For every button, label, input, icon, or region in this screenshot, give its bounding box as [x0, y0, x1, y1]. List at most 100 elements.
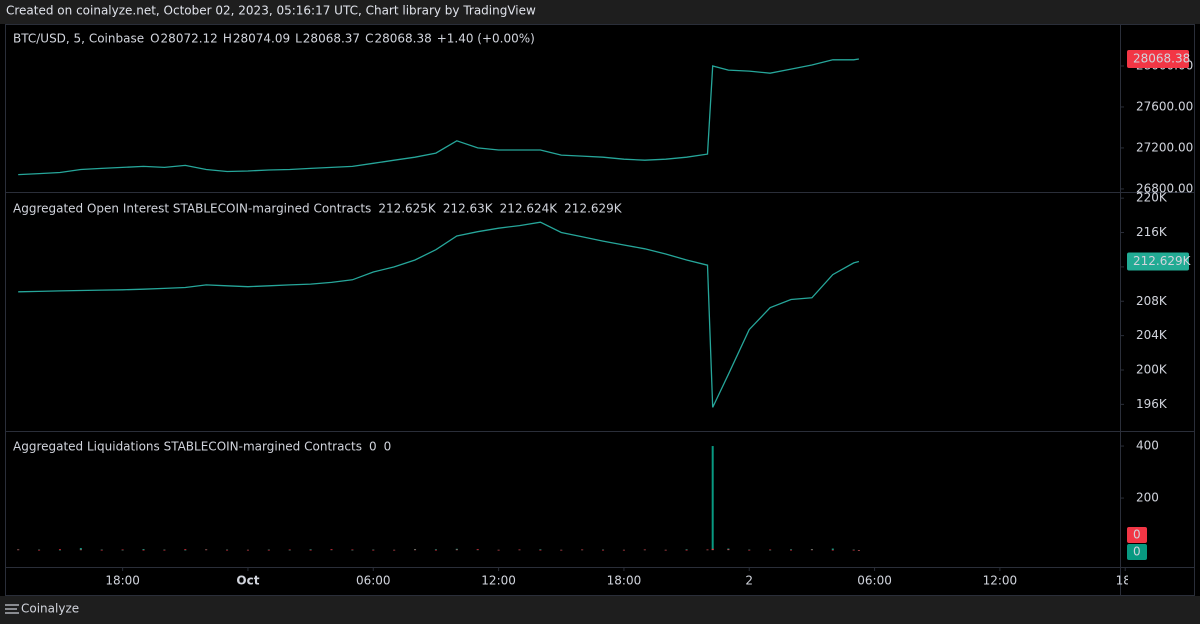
- liquidation-bar: [142, 549, 145, 551]
- liquidation-bar: [121, 549, 124, 551]
- liquidation-bar: [711, 446, 714, 551]
- legend-text: 212.625K: [378, 202, 437, 216]
- x-tick-label: 12:00: [983, 574, 1018, 588]
- x-tick-label: 06:00: [356, 574, 391, 588]
- x-tick-label: 18:00: [105, 574, 140, 588]
- legend-text: 28068.38: [374, 32, 431, 46]
- x-tick-label: 12:00: [481, 574, 516, 588]
- liquidation-bar: [205, 549, 208, 551]
- y-tick-label: 27600.00: [1136, 99, 1193, 113]
- liquidation-bar: [711, 548, 714, 551]
- legend-text: H: [223, 32, 232, 46]
- liquidation-bar: [518, 549, 521, 551]
- liquidation-bar: [622, 549, 625, 551]
- liquidation-bar: [163, 549, 166, 551]
- liquidation-bar: [309, 549, 312, 551]
- liquidation-bar: [831, 549, 834, 551]
- liquidation-bar: [852, 549, 855, 551]
- x-tick-label: 2: [745, 574, 753, 588]
- plot-area: [17, 58, 860, 551]
- liquidation-bar: [769, 549, 772, 551]
- x-tick-label: 06:00: [857, 574, 892, 588]
- liquidation-bar: [100, 549, 103, 551]
- legend-text: 212.624K: [500, 202, 559, 216]
- last-value-box: [1127, 49, 1189, 68]
- liquidation-bar: [685, 549, 688, 551]
- legend-text: 212.63K: [443, 202, 494, 216]
- legend-text: O: [150, 32, 159, 46]
- liquidation-bar: [184, 549, 187, 551]
- y-tick-label: 200: [1136, 491, 1159, 505]
- liquidation-bar: [790, 549, 793, 551]
- time-axis: 18:00 Oct 06:00 12:00 18:00 2 06:00 12:00 18:: [105, 567, 1128, 588]
- legend-text: 28068.37: [303, 32, 360, 46]
- last-value-label: 28068.38: [1133, 51, 1190, 65]
- liquidation-bar: [476, 549, 479, 551]
- liquidation-bar: [184, 549, 187, 551]
- last-value-label: 212.629K: [1133, 254, 1192, 268]
- liquidation-bar: [246, 549, 249, 551]
- menu-icon[interactable]: [5, 604, 19, 614]
- y-tick-label: 200K: [1136, 362, 1168, 376]
- series-line: [18, 221, 860, 408]
- liquidation-bar: [790, 549, 793, 551]
- legend-text: Aggregated Liquidations STABLECOIN-margi…: [13, 440, 362, 454]
- liquidation-bar: [351, 549, 354, 551]
- liquidation-bar: [38, 549, 41, 551]
- legend-text: BTC/USD, 5, Coinbase: [13, 32, 144, 46]
- series-line: [18, 58, 859, 176]
- legend-text: 28072.12: [161, 32, 218, 46]
- liquidation-bar: [226, 549, 229, 551]
- legend-text: L: [295, 32, 302, 46]
- liquidation-bar: [727, 549, 730, 551]
- liquidation-bar: [79, 548, 82, 551]
- liquidation-bar: [581, 549, 584, 551]
- legend-text: Aggregated Open Interest STABLECOIN-marg…: [13, 202, 371, 216]
- liquidation-bar: [142, 549, 145, 551]
- y-tick-label: 216K: [1136, 225, 1168, 239]
- header-text: Created on coinalyze.net, October 02, 20…: [6, 4, 536, 18]
- liquidation-bar: [664, 549, 667, 551]
- legend-text: 0: [369, 440, 377, 454]
- liquidation-bar: [831, 548, 834, 551]
- legend-text: C: [365, 32, 373, 46]
- liquidation-bar: [288, 549, 291, 551]
- liquidation-bar: [602, 549, 605, 551]
- liquidation-bar: [455, 548, 458, 551]
- last-value-label: 0: [1133, 545, 1141, 559]
- liquidation-bar: [58, 549, 61, 551]
- liquidation-bar: [434, 549, 437, 551]
- liquidation-bar: [560, 549, 563, 551]
- header-bar: [0, 0, 1200, 24]
- last-value-label: 0: [1133, 528, 1141, 542]
- liquidation-bar: [393, 549, 396, 551]
- liquidation-bar: [706, 549, 709, 551]
- x-tick-label: 18:00: [607, 574, 642, 588]
- liquidation-bar: [539, 549, 542, 551]
- y-tick-label: 208K: [1136, 294, 1168, 308]
- liquidation-bar: [643, 549, 646, 551]
- chart-frame: [5, 24, 1195, 596]
- y-tick-label: 196K: [1136, 397, 1168, 411]
- liquidation-bar: [455, 549, 458, 551]
- liquidation-bar: [434, 549, 437, 551]
- liquidation-bar: [17, 549, 20, 551]
- y-tick-label: 26800.00: [1136, 181, 1193, 195]
- liquidation-bar: [372, 549, 375, 551]
- liquidation-bar: [309, 549, 312, 551]
- y-tick-label: 27200.00: [1136, 140, 1193, 154]
- liquidation-bar: [330, 549, 333, 551]
- legend-text: 28074.09: [233, 32, 290, 46]
- footer-bar: [0, 596, 1200, 624]
- liquidation-bar: [79, 549, 82, 551]
- legend-text: +1.40 (+0.00%): [437, 32, 535, 46]
- last-value-box: [1127, 252, 1189, 271]
- liquidation-bar: [748, 549, 751, 551]
- last-value-box: [1127, 544, 1147, 560]
- x-tick-label: Oct: [236, 574, 259, 588]
- liquidation-bar: [685, 549, 688, 551]
- footer-brand[interactable]: Coinalyze: [21, 602, 79, 616]
